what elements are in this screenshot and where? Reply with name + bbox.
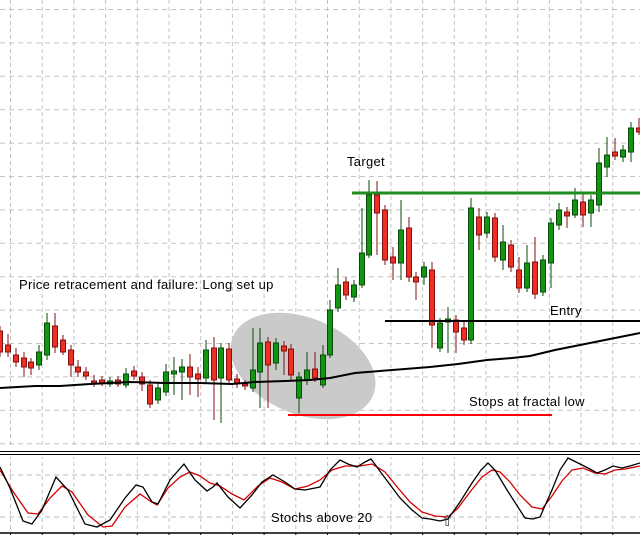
- candle-body: [242, 383, 248, 387]
- candle-body: [359, 252, 365, 286]
- candle-body: [155, 387, 161, 401]
- candle-body: [179, 366, 185, 373]
- panel-separator-gap: [0, 448, 640, 457]
- candle-body: [564, 211, 570, 217]
- stoch-main-line: [0, 457, 640, 528]
- candle-body: [406, 227, 412, 278]
- candle-body: [21, 357, 27, 368]
- candle-body: [304, 369, 310, 381]
- stoch-annotation-label: Stochs above 20: [271, 510, 373, 525]
- candle-body: [500, 241, 506, 261]
- candle-body: [476, 216, 482, 236]
- candle-body: [75, 366, 81, 373]
- candle-body: [187, 366, 193, 378]
- candle-body: [374, 194, 380, 214]
- candle-body: [492, 217, 498, 258]
- candle-body: [211, 347, 217, 381]
- candle-body: [131, 370, 137, 377]
- candle-body: [548, 222, 554, 264]
- stops-annotation-label: Stops at fractal low: [469, 394, 585, 409]
- candle-body: [265, 341, 271, 366]
- candle-body: [524, 262, 530, 289]
- highlight-ellipse[interactable]: [214, 292, 391, 440]
- candle-body: [226, 348, 232, 381]
- up-arrow-icon: ⇧: [441, 513, 454, 530]
- entry-annotation-label: Entry: [550, 303, 582, 318]
- moving-average-line: [0, 332, 640, 389]
- candle-body: [320, 354, 326, 386]
- candle-body: [147, 384, 153, 405]
- candle-body: [596, 162, 602, 206]
- candle-body: [68, 349, 74, 366]
- candle-body: [288, 348, 294, 376]
- candle-body: [343, 281, 349, 296]
- candle-body: [273, 342, 279, 364]
- candle-body: [612, 151, 618, 157]
- candle-body: [636, 127, 640, 133]
- candle-body: [516, 269, 522, 289]
- candle-body: [312, 368, 318, 379]
- candle-body: [13, 354, 19, 363]
- candle-body: [461, 327, 467, 341]
- candle-body: [91, 380, 97, 384]
- candle-body: [413, 276, 419, 283]
- stoch-signal-line: [0, 463, 640, 528]
- candle-body: [36, 351, 42, 366]
- candle-body: [218, 347, 224, 379]
- candle-body: [296, 376, 302, 399]
- candle-body: [203, 349, 209, 379]
- candle-body: [382, 209, 388, 261]
- candle-body: [556, 209, 562, 226]
- candle-body: [468, 207, 474, 341]
- candle-body: [588, 199, 594, 214]
- candle-body: [44, 322, 50, 356]
- candle-body: [398, 229, 404, 264]
- candle-body: [366, 194, 372, 256]
- candle-body: [5, 344, 11, 353]
- candle-body: [60, 339, 66, 353]
- candle-body: [421, 266, 427, 278]
- setup-annotation-label: Price retracement and failure: Long set …: [19, 277, 274, 292]
- candle-body: [281, 345, 287, 352]
- candle-body: [437, 322, 443, 349]
- candle-body: [604, 154, 610, 168]
- candle-body: [429, 269, 435, 326]
- candle-body: [532, 261, 538, 295]
- candle-body: [540, 259, 546, 293]
- candle-body: [0, 330, 3, 353]
- candle-body: [257, 342, 263, 373]
- candle-body: [52, 325, 58, 348]
- candle-body: [351, 284, 357, 298]
- candle-body: [327, 309, 333, 356]
- target-annotation-label: Target: [347, 154, 385, 169]
- candle-body: [580, 201, 586, 216]
- candle-body: [508, 244, 514, 268]
- candle-body: [171, 370, 177, 375]
- candle-body: [123, 373, 129, 386]
- candle-body: [250, 369, 256, 389]
- candle-body: [484, 216, 490, 234]
- candle-body: [234, 378, 240, 384]
- candle-body: [390, 256, 396, 264]
- candle-body: [335, 284, 341, 309]
- candle-body: [628, 127, 634, 153]
- candle-body: [139, 376, 145, 385]
- candle-body: [195, 373, 201, 380]
- candle-body: [28, 361, 34, 369]
- candle-body: [620, 149, 626, 158]
- candle-body: [83, 371, 89, 377]
- candle-body: [572, 199, 578, 216]
